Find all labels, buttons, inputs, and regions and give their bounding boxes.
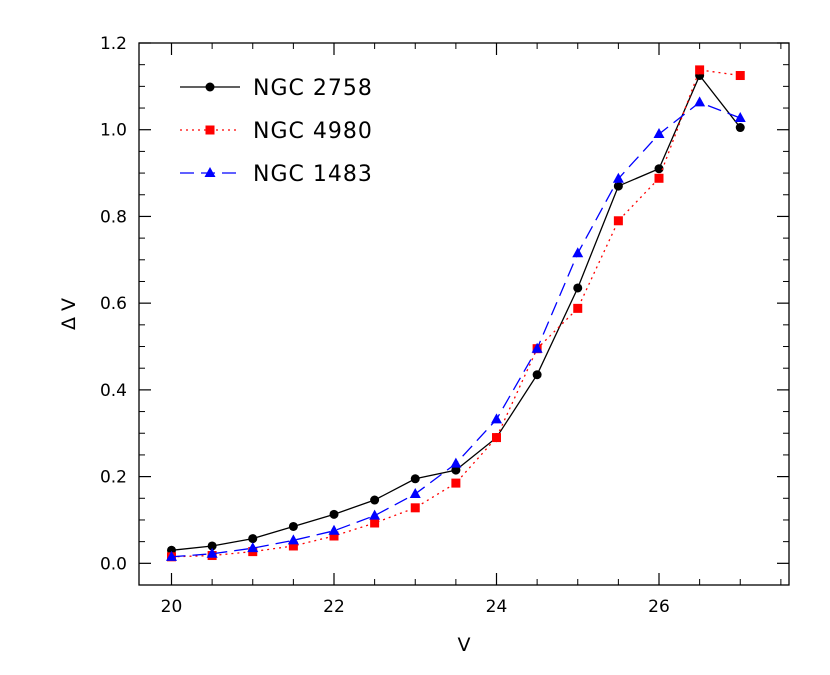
data-point [491, 413, 502, 424]
legend-marker [204, 167, 216, 177]
x-axis-label: V [458, 634, 471, 656]
legend-item: NGC 1483 [180, 162, 373, 187]
data-point [288, 541, 298, 551]
legend-label: NGC 2758 [253, 76, 373, 101]
data-point [573, 283, 583, 293]
y-tick-label: 1.0 [100, 121, 127, 141]
data-point [369, 509, 381, 520]
data-point [329, 531, 339, 541]
data-point [654, 164, 664, 174]
x-tick-label: 24 [486, 597, 508, 617]
series-ngc-2758 [167, 71, 745, 555]
data-point [734, 112, 746, 123]
data-point [572, 247, 584, 258]
data-point [207, 541, 217, 551]
data-point [370, 495, 380, 505]
data-point [409, 487, 421, 498]
data-point [247, 542, 259, 553]
data-point [573, 303, 583, 313]
data-point [450, 457, 462, 468]
data-point [166, 550, 177, 561]
legend-item: NGC 4980 [180, 119, 373, 144]
y-tick-label: 0.2 [100, 468, 127, 488]
y-axis-label: Δ V [58, 298, 80, 330]
x-tick-label: 26 [648, 597, 670, 617]
data-point [328, 524, 340, 535]
data-point [613, 216, 623, 226]
x-tick-label: 20 [161, 597, 183, 617]
legend-marker [205, 125, 215, 135]
data-point [288, 521, 298, 531]
plot-frame [138, 42, 790, 586]
data-point [532, 370, 542, 380]
data-point [531, 342, 543, 353]
data-point [248, 534, 258, 544]
data-point [653, 128, 665, 139]
y-tick-label: 0.0 [100, 554, 127, 574]
ticks-layer: 20 22 24 26 0.0 0.2 0.4 0.6 0.8 1.0 1.2 [100, 34, 789, 617]
data-point [735, 71, 745, 81]
series-line [171, 69, 741, 558]
data-point [410, 503, 420, 513]
data-point [410, 474, 420, 484]
data-point [612, 172, 624, 183]
y-tick-label: 0.6 [100, 294, 127, 314]
y-tick-label: 0.4 [100, 381, 127, 401]
data-point [451, 478, 461, 488]
legend-marker [205, 82, 215, 92]
data-point [206, 547, 218, 558]
data-point [613, 181, 623, 191]
series-ngc-1483 [166, 96, 746, 561]
x-tick-label: 22 [323, 597, 345, 617]
data-point [370, 518, 380, 528]
series-layer [166, 65, 746, 562]
legend-label: NGC 1483 [253, 162, 373, 187]
data-point [694, 96, 706, 107]
legend-label: NGC 4980 [253, 119, 373, 144]
y-tick-label: 1.2 [100, 34, 127, 54]
data-point [451, 465, 461, 475]
legend-item: NGC 2758 [180, 76, 373, 101]
y-tick-label: 0.8 [100, 207, 127, 227]
data-point [492, 433, 501, 443]
data-point [735, 123, 745, 133]
data-point [287, 534, 299, 545]
legend: NGC 2758 NGC 4980 NGC 1483 [180, 76, 373, 187]
data-point [329, 509, 339, 519]
data-point [695, 65, 705, 75]
data-point [654, 173, 664, 183]
